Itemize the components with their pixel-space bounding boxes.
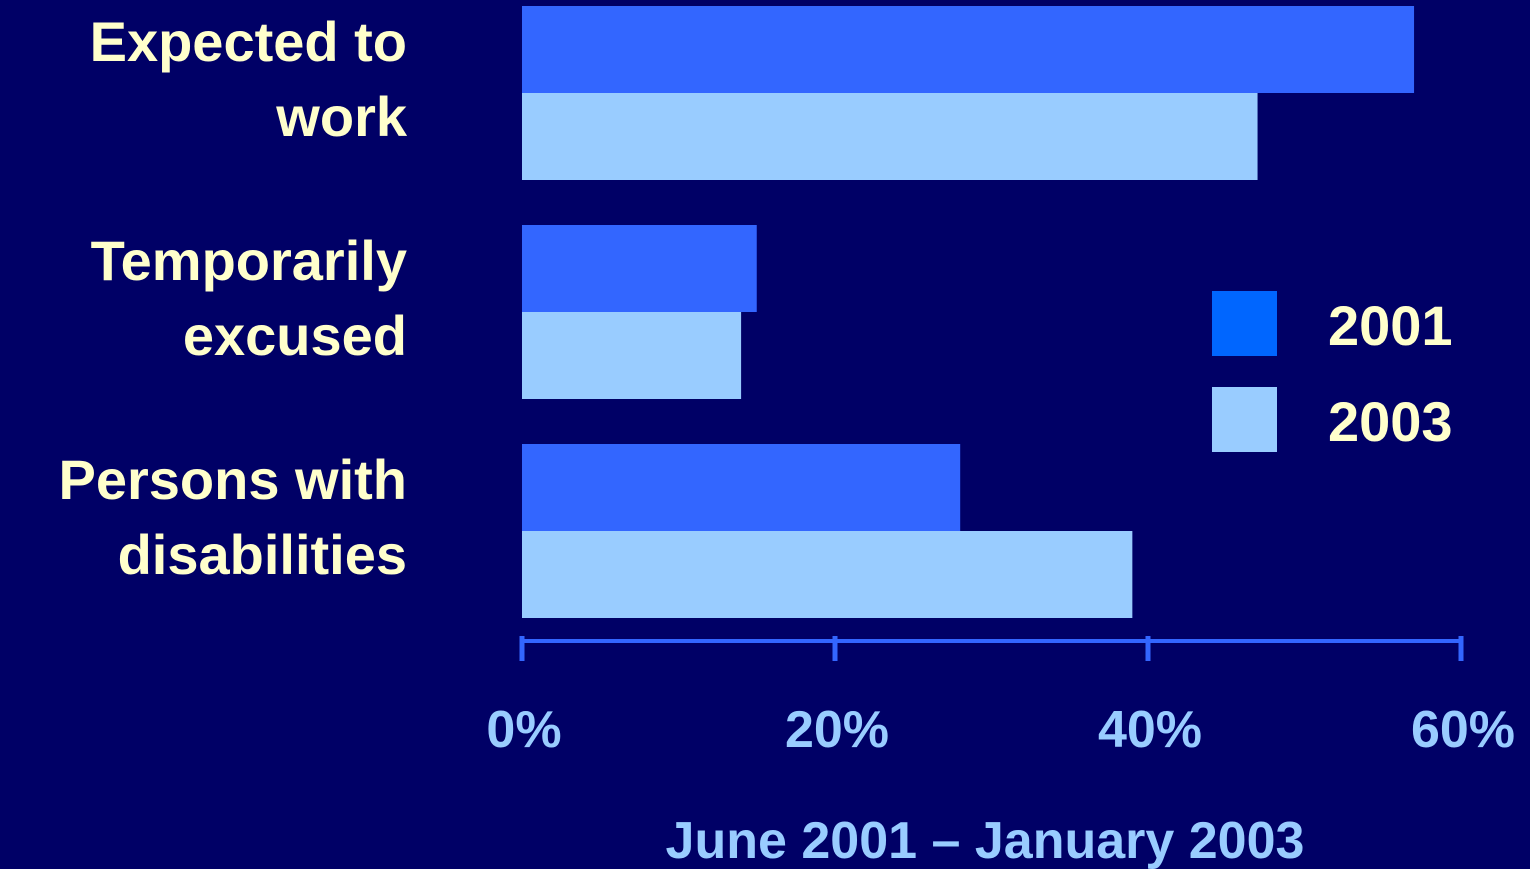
category-label: work <box>275 85 408 148</box>
bars-group <box>522 6 1415 618</box>
legend-swatch-2001 <box>1212 291 1277 356</box>
bar-2003-0 <box>522 93 1258 180</box>
bar-2003-1 <box>522 312 742 399</box>
bar-2001-1 <box>522 225 757 312</box>
legend-label-2001: 2001 <box>1328 294 1453 357</box>
x-tick-label: 20% <box>785 701 889 759</box>
x-tick-label: 0% <box>486 701 561 759</box>
x-axis: 0% 20% 40% 60% <box>486 636 1515 759</box>
category-label: Persons with <box>58 448 407 511</box>
category-label: disabilities <box>118 523 407 586</box>
category-label: Temporarily <box>91 229 407 292</box>
x-tick-label: 60% <box>1411 701 1515 759</box>
legend-label-2003: 2003 <box>1328 390 1453 453</box>
category-labels: Expected to work Temporarily excused Persons… <box>58 10 407 586</box>
category-label: Expected to <box>90 10 407 73</box>
bar-2003-2 <box>522 531 1133 618</box>
bar-2001-2 <box>522 444 961 531</box>
category-label: excused <box>183 304 407 367</box>
x-axis-title: June 2001 – January 2003 <box>666 812 1305 869</box>
bar-2001-0 <box>522 6 1415 93</box>
x-tick-label: 40% <box>1098 701 1202 759</box>
legend-swatch-2003 <box>1212 387 1277 452</box>
legend: 2001 2003 <box>1212 291 1453 453</box>
